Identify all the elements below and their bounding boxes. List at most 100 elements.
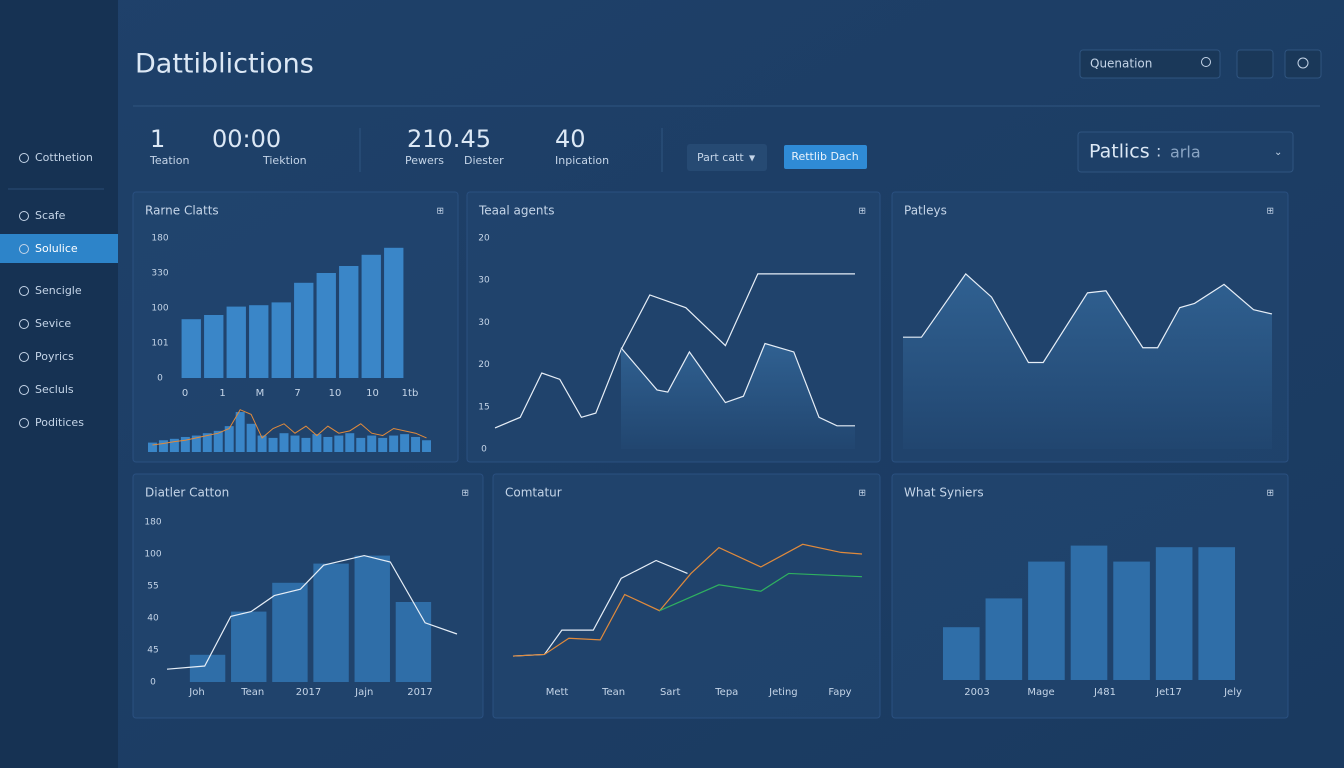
bar bbox=[181, 319, 201, 378]
bar bbox=[985, 598, 1023, 680]
menu-item[interactable]: Cotthetion bbox=[35, 151, 93, 164]
zoom-icon bbox=[1297, 57, 1309, 69]
panel-title: Diatler Catton bbox=[145, 486, 229, 500]
bar bbox=[395, 602, 432, 682]
sidebar bbox=[0, 0, 118, 768]
caret: ▼ bbox=[749, 154, 756, 163]
mini-bar bbox=[268, 437, 278, 452]
x-label: Mett bbox=[546, 687, 569, 698]
panel-icon[interactable]: ⊞ bbox=[436, 207, 444, 217]
x-label: Joh bbox=[188, 687, 204, 698]
x-label: J481 bbox=[1093, 687, 1116, 698]
menu-item[interactable]: Sencigle bbox=[35, 284, 82, 297]
bar bbox=[354, 555, 390, 682]
x-label: Mage bbox=[1027, 687, 1054, 698]
page-title: Dattiblictions bbox=[135, 49, 314, 80]
x-label: 10 bbox=[329, 388, 342, 399]
panel-icon[interactable]: ⊞ bbox=[858, 207, 866, 217]
dropdown-label: Part catt bbox=[697, 151, 744, 164]
colon: : bbox=[1156, 142, 1161, 161]
bar bbox=[294, 282, 314, 378]
x-label: Jajn bbox=[354, 687, 373, 698]
mini-bar bbox=[279, 433, 289, 452]
x-label: 7 bbox=[294, 388, 300, 399]
select-value: arla bbox=[1170, 143, 1201, 162]
menu-item[interactable]: Sevice bbox=[35, 317, 71, 330]
bar bbox=[316, 273, 336, 378]
bar bbox=[271, 302, 291, 378]
button[interactable] bbox=[784, 145, 867, 169]
bar bbox=[1113, 561, 1150, 680]
bar bbox=[189, 654, 226, 682]
bar bbox=[272, 582, 308, 682]
panel-icon[interactable]: ⊞ bbox=[858, 489, 866, 499]
x-label: 1 bbox=[219, 388, 225, 399]
stat-label: Teation bbox=[149, 154, 189, 167]
mini-bar bbox=[191, 435, 201, 452]
y-label: 180 bbox=[151, 234, 168, 244]
bar bbox=[384, 247, 404, 378]
y-label: 0 bbox=[157, 374, 163, 384]
bar bbox=[231, 611, 267, 682]
menu-item[interactable]: Poditices bbox=[35, 416, 84, 429]
mini-bar bbox=[356, 437, 366, 452]
panel-title: Comtatur bbox=[505, 486, 562, 500]
mini-bar bbox=[334, 435, 344, 452]
y-label: 30 bbox=[478, 318, 490, 328]
y-label: 30 bbox=[478, 276, 490, 286]
dropdown[interactable] bbox=[687, 144, 767, 171]
menu-item[interactable]: Secluls bbox=[35, 383, 74, 396]
panel-icon[interactable]: ⊞ bbox=[1266, 489, 1274, 499]
stat-label: Tiektion bbox=[262, 154, 307, 167]
menu-icon bbox=[19, 418, 29, 428]
mini-bar bbox=[290, 435, 300, 452]
menu-item[interactable]: Solulice bbox=[35, 242, 78, 255]
search-placeholder: Quenation bbox=[1090, 57, 1152, 71]
x-label: Tean bbox=[601, 687, 625, 698]
line bbox=[659, 572, 863, 612]
x-label: Jeting bbox=[768, 687, 798, 698]
bar bbox=[226, 306, 246, 378]
menu-icon bbox=[19, 352, 29, 362]
mini-bar bbox=[224, 426, 234, 452]
menu-icon bbox=[19, 319, 29, 329]
menu-icon bbox=[19, 244, 29, 254]
y-label: 101 bbox=[151, 339, 168, 349]
mini-bar bbox=[180, 436, 190, 452]
bar bbox=[1198, 547, 1236, 680]
bar bbox=[249, 305, 269, 378]
mini-bar bbox=[323, 436, 333, 452]
y-label: 20 bbox=[478, 234, 490, 244]
select[interactable] bbox=[1077, 131, 1294, 173]
line bbox=[903, 272, 1273, 364]
y-label: 15 bbox=[478, 402, 489, 412]
y-label: 40 bbox=[147, 614, 159, 624]
y-label: 55 bbox=[147, 582, 158, 592]
panel-icon[interactable]: ⊞ bbox=[1266, 207, 1274, 217]
bar bbox=[204, 315, 224, 378]
y-label: 0 bbox=[150, 678, 156, 688]
menu-icon bbox=[19, 153, 29, 163]
stat-label: Inpication bbox=[555, 154, 609, 167]
icon-button[interactable] bbox=[1284, 49, 1322, 79]
panel-icon[interactable]: ⊞ bbox=[461, 489, 469, 499]
x-label: 2017 bbox=[407, 687, 432, 698]
mini-bar bbox=[422, 440, 431, 452]
mini-bar bbox=[202, 433, 212, 452]
select-label: Patlics bbox=[1089, 141, 1150, 163]
x-label: Fapy bbox=[828, 687, 851, 698]
y-label: 45 bbox=[147, 646, 158, 656]
search-box[interactable] bbox=[1079, 49, 1221, 79]
line bbox=[512, 543, 863, 657]
x-label: Tean bbox=[240, 687, 264, 698]
menu-item[interactable]: Poyrics bbox=[35, 350, 74, 363]
menu-item[interactable]: Scafe bbox=[35, 209, 66, 222]
panel-title: What Syniers bbox=[904, 486, 984, 500]
button-label: Rettlib Dach bbox=[791, 150, 858, 163]
icon-button[interactable] bbox=[1236, 49, 1274, 79]
bar bbox=[1070, 545, 1108, 680]
mini-bar bbox=[148, 442, 157, 452]
panel-title: Rarne Clatts bbox=[145, 204, 219, 218]
mini-bar bbox=[378, 437, 388, 452]
